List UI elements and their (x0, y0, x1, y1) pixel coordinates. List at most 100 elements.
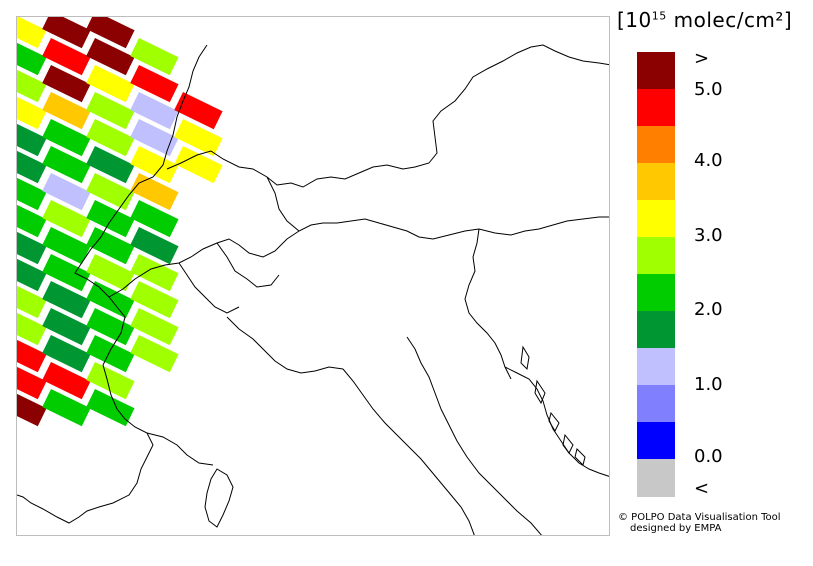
swath-pixel (42, 308, 91, 346)
border-line-north (166, 44, 609, 188)
legend-tick-label: 4.0 (694, 150, 723, 171)
swath-pixel (130, 308, 179, 346)
swath-pixel (86, 17, 135, 49)
swath-pixel (42, 17, 91, 49)
swath-pixel (42, 173, 91, 211)
swath-pixel (130, 281, 179, 319)
swath-pixel (42, 227, 91, 265)
legend-tick-label: < (694, 478, 710, 499)
map-borders (17, 44, 609, 535)
satellite-swath (17, 17, 223, 427)
legend-swatch (637, 52, 675, 90)
swath-pixel (130, 146, 179, 184)
credit-line-1: © POLPO Data Visualisation Tool (618, 512, 781, 523)
swath-pixel (42, 389, 91, 427)
swath-pixel (17, 307, 47, 346)
swath-pixel (86, 389, 135, 427)
swath-pixel (17, 92, 47, 130)
credit-line-2: designed by EMPA (630, 523, 722, 534)
swath-pixel (86, 65, 135, 103)
swath-pixel (130, 173, 179, 211)
islands (520, 345, 586, 466)
swath-pixel (17, 254, 47, 292)
legend-tick-label: 0.0 (694, 446, 723, 467)
legend-swatch (637, 348, 675, 386)
swath-pixel (130, 38, 179, 76)
legend-swatch (637, 385, 675, 423)
swath-pixel (42, 281, 91, 319)
swath-pixel (42, 64, 91, 103)
swath-pixel (42, 254, 91, 292)
swath-pixel (174, 146, 223, 184)
swath-pixel (17, 227, 47, 265)
legend-swatch (637, 89, 675, 127)
swath-pixel (17, 361, 47, 400)
swath-pixel (130, 200, 179, 238)
swath-pixel (86, 173, 135, 211)
swath-pixel (17, 119, 47, 157)
legend-tick-label: 1.0 (694, 374, 723, 395)
legend-tick-label: 3.0 (694, 225, 723, 246)
swath-pixel (174, 119, 223, 157)
swath-pixel (86, 280, 135, 319)
swath-pixel (130, 119, 179, 157)
swath-pixel (130, 227, 179, 265)
swath-pixel (42, 335, 91, 373)
swath-pixel (17, 388, 47, 427)
credit-text: © POLPO Data Visualisation Tool designed… (618, 512, 781, 534)
swath-pixel (86, 227, 135, 265)
map-canvas (17, 17, 609, 535)
legend-swatch (637, 459, 675, 497)
swath-pixel (86, 119, 135, 157)
swath-pixel (17, 38, 47, 76)
legend-colorbar (637, 52, 675, 497)
border-line-east (464, 228, 609, 477)
legend-swatch (637, 311, 675, 349)
swath-pixel (42, 38, 91, 76)
swath-pixel (86, 335, 135, 373)
swath-pixel (42, 362, 91, 400)
swath-pixel (17, 334, 47, 373)
swath-pixel (42, 200, 91, 238)
unit-prefix: [10 (617, 8, 652, 32)
legend-swatch (637, 237, 675, 275)
legend-tick-label: > (694, 48, 710, 69)
swath-pixel (17, 281, 47, 319)
swath-pixel (17, 173, 47, 211)
swath-pixel (130, 335, 179, 373)
swath-pixel (17, 146, 47, 184)
map-panel (16, 16, 610, 536)
legend-swatch (637, 422, 675, 460)
swath-pixel (86, 254, 135, 292)
border-line-swiss (178, 176, 300, 314)
border-line-alps (108, 216, 609, 298)
swath-pixel (86, 92, 135, 130)
unit-exponent: 15 (651, 9, 667, 23)
legend-tick-label: 5.0 (694, 79, 723, 100)
swath-pixel (86, 308, 135, 346)
swath-pixel (130, 64, 179, 103)
swath-pixel (42, 146, 91, 184)
coast-adriatic (406, 336, 542, 535)
legend-swatch (637, 163, 675, 201)
legend-swatch (637, 126, 675, 164)
swath-pixel (86, 200, 135, 238)
swath-pixel (86, 145, 135, 184)
border-line-west (17, 44, 208, 524)
island-corsica (204, 468, 234, 528)
legend-swatch (637, 274, 675, 312)
legend-swatch (637, 200, 675, 238)
swath-pixel (42, 92, 91, 130)
swath-pixel (86, 38, 135, 76)
swath-pixel (174, 91, 223, 130)
swath-pixel (42, 119, 91, 157)
unit-suffix: molec/cm²] (666, 8, 793, 32)
legend-title: [1015 molec/cm²] (617, 8, 792, 32)
swath-pixel (130, 91, 179, 130)
coast-liguria (226, 316, 475, 535)
swath-pixel (86, 361, 135, 400)
swath-pixel (17, 200, 47, 238)
swath-pixel (17, 17, 47, 49)
border-italy-france-south (146, 432, 214, 466)
legend-tick-label: 2.0 (694, 299, 723, 320)
